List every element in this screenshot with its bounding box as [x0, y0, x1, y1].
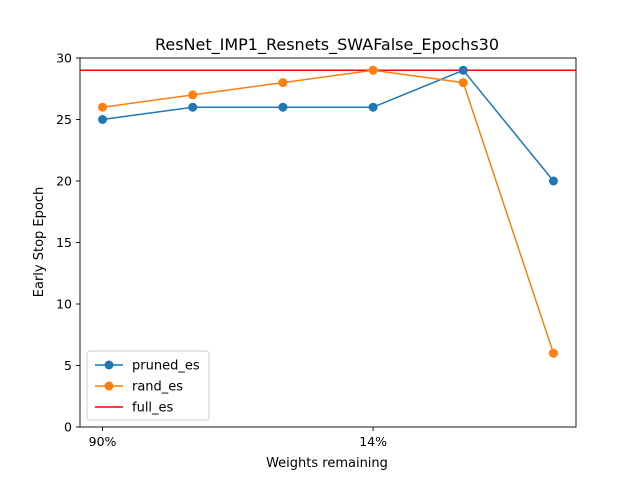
legend-box — [86, 350, 210, 421]
data-point-rand_es-2 — [278, 78, 288, 88]
legend-label-rand_es: rand_es — [132, 380, 183, 395]
y-tick-label: 0 — [64, 420, 72, 435]
data-point-pruned_es-4 — [458, 65, 468, 75]
x-tick-label: 90% — [89, 434, 117, 449]
legend-marker-rand_es — [104, 381, 114, 391]
legend: pruned_es rand_es full_es — [86, 350, 210, 421]
data-point-pruned_es-0 — [98, 115, 108, 124]
data-point-pruned_es-5 — [548, 176, 558, 186]
data-point-rand_es-4 — [458, 78, 468, 88]
y-tick-label: 15 — [56, 235, 72, 250]
legend-label-pruned_es: pruned_es — [132, 359, 200, 374]
x-tick-label: 14% — [359, 434, 387, 449]
series-line-pruned_es — [102, 69, 555, 182]
y-tick-label: 30 — [56, 51, 72, 66]
chart-title: ResNet_IMP1_Resnets_SWAFalse_Epochs30 — [155, 35, 499, 55]
data-point-pruned_es-3 — [368, 102, 378, 112]
y-tick-label: 10 — [56, 297, 72, 312]
y-tick-label: 25 — [56, 112, 72, 127]
series-line-rand_es — [102, 69, 555, 354]
data-point-rand_es-0 — [98, 102, 108, 112]
data-point-pruned_es-2 — [278, 102, 288, 112]
plot-area: 0 5 10 15 20 25 30 90% 14% pruned_es rand_es full_e… — [56, 51, 577, 449]
data-point-rand_es-1 — [188, 90, 198, 100]
y-axis-label: Early Stop Epoch — [32, 187, 47, 297]
x-axis-label: Weights remaining — [266, 456, 388, 471]
data-point-rand_es-3 — [368, 65, 378, 75]
legend-label-full_es: full_es — [132, 401, 174, 416]
data-point-pruned_es-1 — [188, 102, 198, 112]
data-point-rand_es-5 — [548, 348, 558, 358]
y-tick-label: 5 — [64, 358, 72, 373]
y-tick-label: 20 — [56, 174, 72, 189]
legend-marker-pruned_es — [104, 360, 114, 370]
